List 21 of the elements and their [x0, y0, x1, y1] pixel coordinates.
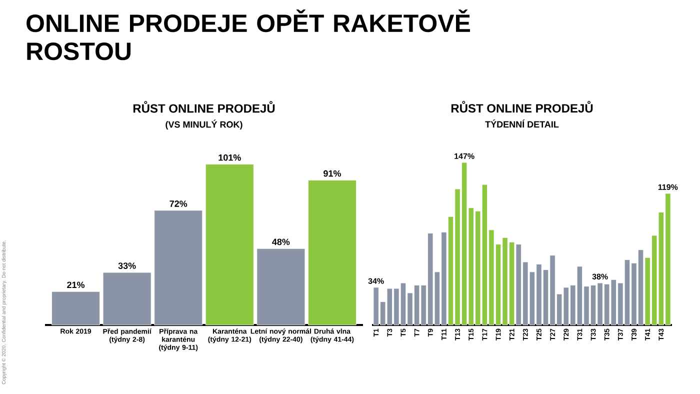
chart-subtitle: (VS MINULÝ ROK) — [166, 120, 242, 130]
data-label: 33% — [118, 262, 136, 269]
data-label: 91% — [324, 170, 341, 177]
data-label: 119% — [658, 184, 678, 190]
bar — [102, 272, 152, 326]
chart-subtitle: TÝDENNÍ DETAIL — [485, 119, 559, 128]
data-label: 38% — [592, 274, 608, 280]
data-label: 101% — [218, 154, 241, 161]
data-label: 21% — [67, 282, 85, 288]
bar — [256, 248, 306, 326]
data-label: 147% — [454, 153, 474, 159]
bar — [52, 291, 100, 326]
bar — [205, 164, 254, 326]
bar — [154, 210, 203, 326]
text: ONLINE PRODEJE OPĚT RAKETOVĚ ROSTOU — [26, 10, 470, 60]
data-label: 48% — [272, 238, 290, 246]
data-label: 34% — [368, 278, 384, 284]
chart-title: RŮST ONLINE PRODEJŮ — [133, 101, 275, 113]
bar — [308, 180, 356, 326]
chart-title: RŮST ONLINE PRODEJŮ — [451, 100, 593, 113]
data-label: 72% — [170, 200, 188, 207]
